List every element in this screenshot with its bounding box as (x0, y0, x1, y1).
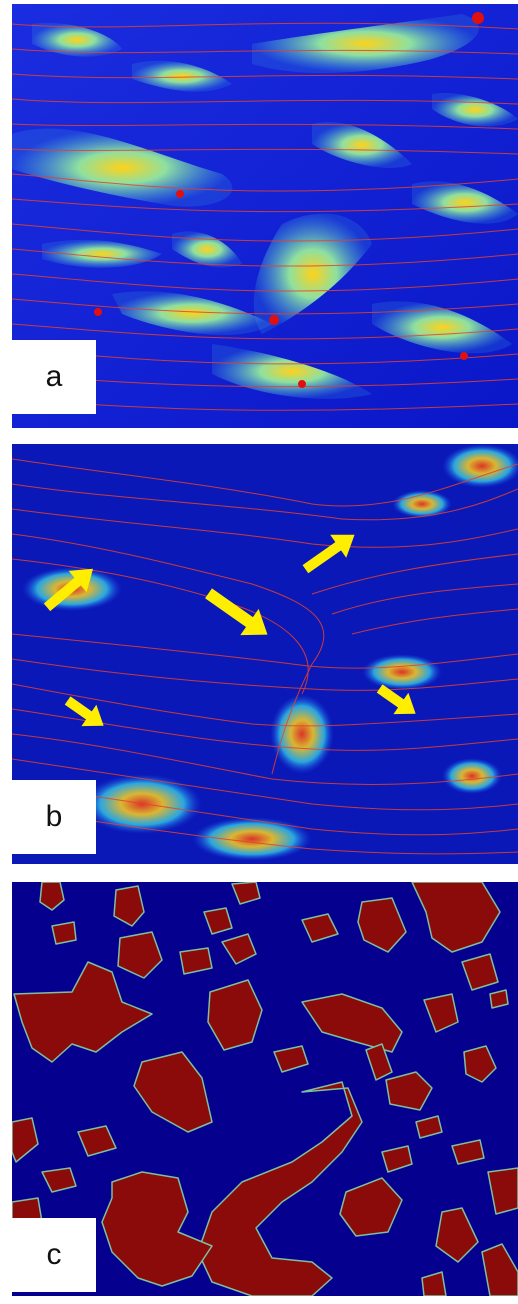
arrow-icon (205, 588, 268, 636)
panel-a: a (12, 4, 518, 428)
panel-c: c (12, 882, 518, 1296)
panel-c-label: c (12, 1218, 96, 1292)
panel-b-glow (22, 444, 518, 861)
panel-b-image (12, 444, 518, 864)
panel-b-arrows (43, 534, 416, 727)
panel-a-image (12, 4, 518, 428)
panel-b-label: b (12, 780, 96, 854)
panel-a-label-text: a (45, 360, 63, 393)
panel-b: b (12, 444, 518, 864)
panel-a-patches (12, 14, 518, 399)
arrow-icon (64, 696, 104, 727)
panel-c-background (12, 882, 518, 1296)
panel-b-label-text: b (45, 800, 63, 833)
panel-a-label: a (12, 340, 96, 414)
arrow-icon (43, 568, 93, 612)
panel-a-hotspots (94, 12, 484, 388)
arrow-icon (376, 684, 416, 715)
panel-c-label-text: c (46, 1238, 62, 1271)
panel-b-streamlines (12, 458, 518, 855)
arrow-icon (302, 534, 355, 574)
